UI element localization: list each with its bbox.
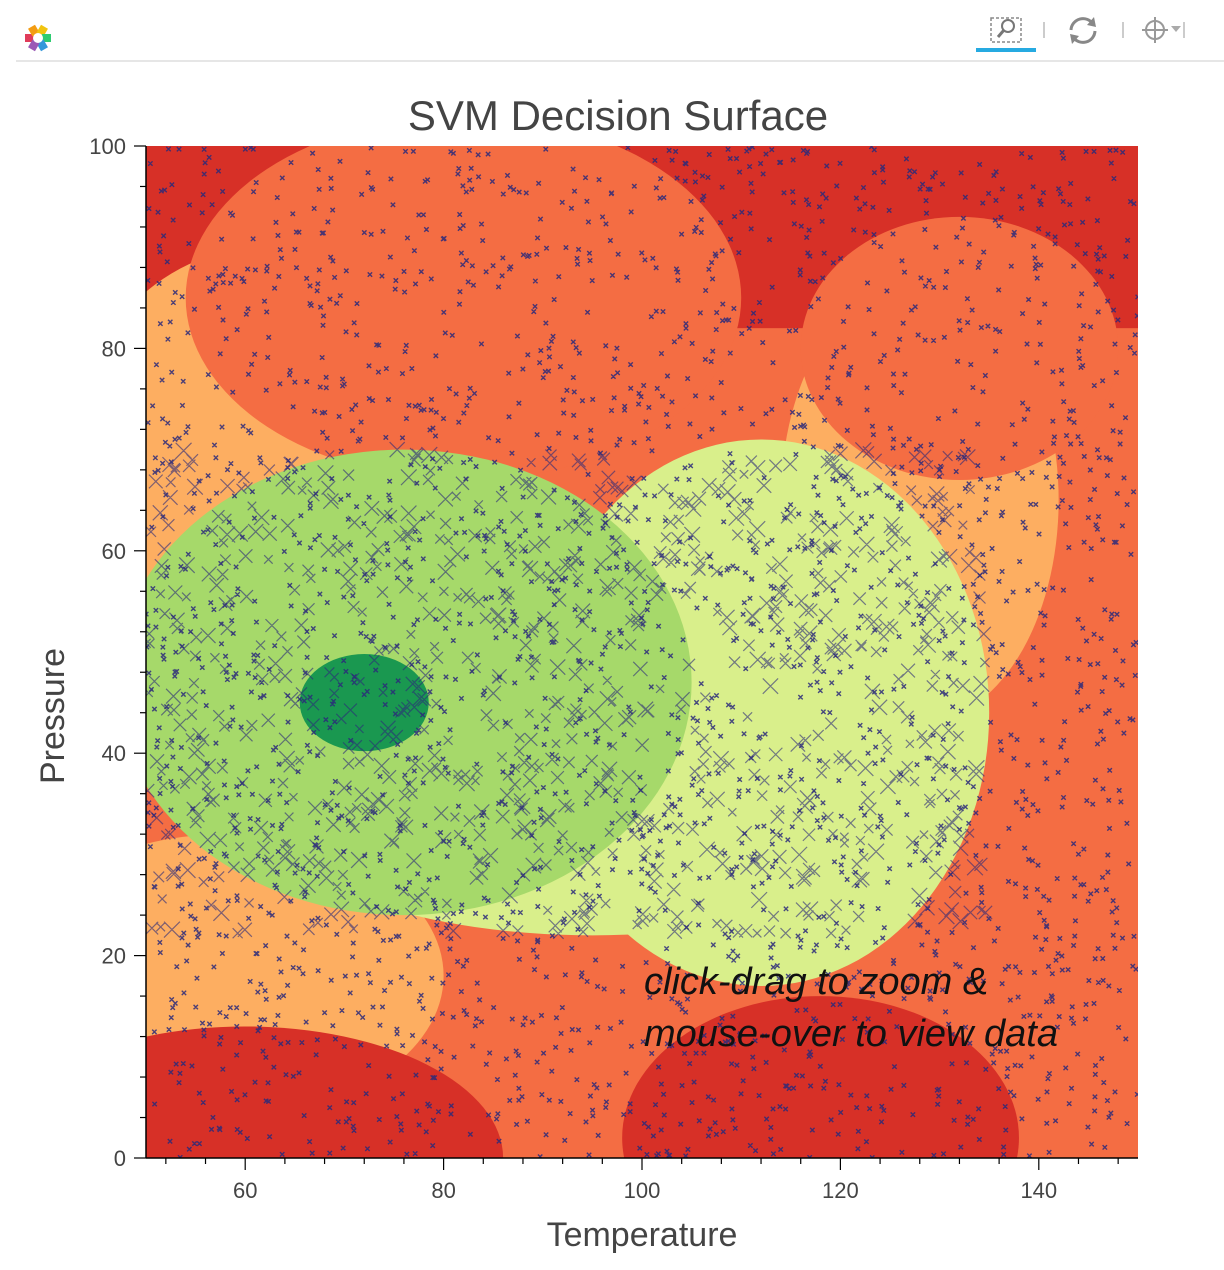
scatter-points	[146, 146, 1138, 1158]
y-axis-label: Pressure	[34, 648, 72, 784]
region-level-1	[185, 146, 742, 480]
box-zoom-tool[interactable]	[976, 12, 1036, 52]
y-tick-label: 40	[102, 741, 126, 766]
y-tick-label: 100	[89, 134, 126, 159]
annotation-line-2: mouse-over to view data	[644, 1013, 1058, 1055]
x-axis-label: Temperature	[547, 1216, 738, 1254]
crosshair-icon	[1142, 17, 1185, 43]
region-level-0	[146, 1026, 504, 1158]
bokeh-logo-icon[interactable]	[18, 18, 58, 58]
x-tick-label: 100	[624, 1178, 661, 1203]
chart: SVM Decision Surface 0 20 40 60 80 100 60 80 10…	[34, 92, 1138, 1254]
x-axis: 60 80 100 120 140	[146, 1157, 1138, 1203]
region-level-1	[800, 216, 1119, 480]
y-tick-label: 60	[102, 539, 126, 564]
scatter-large-markers	[146, 441, 993, 940]
toolbar	[16, 0, 1224, 62]
y-tick-label: 0	[114, 1146, 126, 1171]
x-tick-label: 60	[233, 1178, 257, 1203]
toolbar-separator	[1122, 22, 1124, 38]
x-tick-label: 80	[431, 1178, 455, 1203]
box-zoom-icon	[990, 17, 1022, 43]
chart-title: SVM Decision Surface	[408, 92, 828, 139]
reset-tool[interactable]	[1060, 12, 1106, 48]
y-tick-label: 20	[102, 944, 126, 969]
x-tick-label: 140	[1020, 1178, 1057, 1203]
y-axis: 0 20 40 60 80 100	[89, 134, 147, 1171]
annotation-line-1: click-drag to zoom &	[644, 961, 988, 1003]
toolbar-separator	[1043, 22, 1045, 38]
x-tick-label: 120	[822, 1178, 859, 1203]
y-tick-label: 80	[102, 336, 126, 361]
crosshair-tool[interactable]	[1138, 12, 1188, 48]
region-level-0	[622, 996, 1019, 1158]
reset-icon	[1069, 17, 1097, 44]
scatter-small-markers	[146, 146, 1138, 1158]
